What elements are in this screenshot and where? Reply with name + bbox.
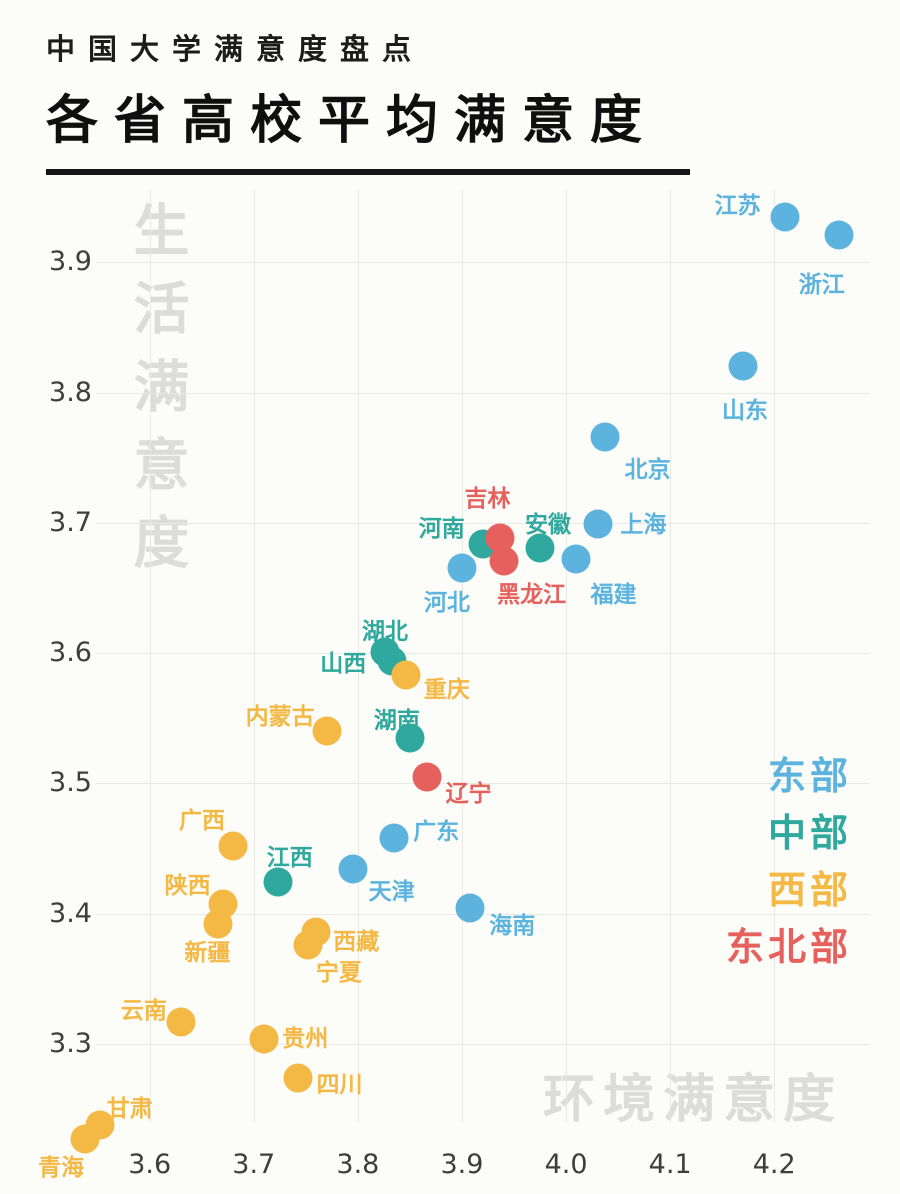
- point-label: 广东: [413, 819, 460, 845]
- point-label: 河北: [423, 590, 470, 617]
- scatter-point: [338, 854, 368, 884]
- point-label: 黑龙江: [497, 581, 567, 608]
- scatter-point: [728, 351, 758, 381]
- gridline-horizontal: [96, 522, 870, 524]
- scatter-point: [770, 202, 800, 232]
- scatter-point: [525, 533, 555, 563]
- y-axis-title: 生活满意度: [124, 201, 189, 591]
- scatter-point: [249, 1024, 279, 1054]
- scatter-point: [283, 1063, 312, 1093]
- point-label: 天津: [368, 879, 415, 906]
- scatter-point: [395, 723, 425, 753]
- scatter-point: [412, 762, 442, 792]
- gridline-horizontal: [96, 1043, 870, 1045]
- title-underline: [46, 169, 690, 175]
- scatter-point: [70, 1124, 100, 1154]
- point-label: 湖北: [361, 618, 408, 645]
- point-label: 四川: [316, 1071, 363, 1098]
- scatter-point: [590, 422, 620, 452]
- scatter-point: [583, 509, 613, 539]
- gridline-vertical: [149, 189, 151, 1123]
- x-tick-label: 4.1: [648, 1149, 692, 1180]
- point-label: 辽宁: [445, 780, 492, 807]
- y-tick-label: 3.8: [49, 376, 92, 408]
- point-label: 上海: [620, 512, 667, 539]
- point-label: 西藏: [333, 928, 380, 955]
- point-label: 湖南: [373, 707, 420, 734]
- scatter-point: [489, 546, 519, 576]
- y-tick-label: 3.9: [49, 246, 92, 278]
- x-axis-title: 环境满意度: [543, 1070, 844, 1130]
- point-label: 山东: [722, 398, 768, 425]
- y-tick-label: 3.5: [49, 767, 92, 799]
- legend: 东部中部西部东北部: [726, 748, 852, 976]
- point-label: 北京: [624, 456, 671, 483]
- scatter-point: [455, 893, 485, 923]
- scatter-point: [263, 867, 293, 897]
- page-title: 各省高校平均满意度: [46, 91, 659, 151]
- legend-item: 西部: [767, 868, 852, 912]
- point-label: 青海: [38, 1154, 85, 1181]
- y-tick-label: 3.3: [49, 1027, 92, 1059]
- gridline-vertical: [357, 189, 359, 1123]
- scatter-point: [293, 930, 323, 960]
- point-label: 贵州: [282, 1025, 329, 1052]
- scatter-point: [379, 823, 409, 853]
- scatter-point: [166, 1007, 196, 1037]
- gridline-vertical: [461, 189, 463, 1123]
- point-label: 河南: [418, 515, 465, 542]
- x-tick-label: 4.0: [544, 1149, 588, 1180]
- x-tick-label: 4.2: [752, 1149, 796, 1180]
- gridline-horizontal: [96, 262, 870, 264]
- legend-item: 中部: [767, 811, 852, 855]
- point-label: 广西: [178, 807, 225, 834]
- point-label: 甘肃: [106, 1095, 153, 1122]
- point-label: 吉林: [464, 486, 511, 513]
- y-tick-label: 3.7: [49, 506, 92, 538]
- gridline-vertical: [253, 189, 255, 1123]
- point-label: 云南: [120, 997, 167, 1024]
- kicker-text: 中国大学满意度盘点: [46, 32, 425, 66]
- scatter-point: [391, 660, 421, 690]
- x-tick-label: 3.7: [232, 1149, 276, 1180]
- scatter-point: [447, 553, 477, 583]
- y-tick-label: 3.4: [49, 897, 92, 929]
- point-label: 安徽: [525, 511, 572, 538]
- scatter-point: [561, 544, 591, 574]
- x-tick-label: 3.6: [128, 1149, 172, 1180]
- point-label: 浙江: [798, 271, 845, 298]
- gridline-horizontal: [96, 392, 870, 394]
- gridline-vertical: [670, 189, 672, 1123]
- legend-item: 东北部: [725, 925, 852, 969]
- point-label: 江西: [266, 845, 313, 872]
- gridline-vertical: [566, 189, 568, 1123]
- scatter-point: [203, 909, 233, 939]
- gridline-horizontal: [96, 783, 870, 785]
- x-tick-label: 3.9: [440, 1149, 484, 1180]
- gridline-vertical: [774, 189, 776, 1123]
- legend-item: 东部: [767, 754, 852, 798]
- point-label: 重庆: [423, 677, 470, 704]
- plot-area: 生活满意度 环境满意度 3.6 3.7 3.8 3.9 4.0 4.1 4.2 3.3 3.4 3…: [30, 175, 870, 1181]
- point-label: 山西: [320, 650, 367, 677]
- scatter-point: [824, 220, 854, 250]
- point-label: 福建: [590, 582, 637, 609]
- point-label: 新疆: [184, 939, 231, 966]
- point-label: 内蒙古: [245, 704, 315, 731]
- gridline-horizontal: [96, 653, 870, 655]
- point-label: 江苏: [714, 192, 761, 219]
- scatter-point: [218, 831, 248, 861]
- scatter-point: [312, 716, 342, 746]
- y-tick-label: 3.6: [49, 637, 92, 669]
- x-tick-label: 3.8: [336, 1149, 380, 1180]
- point-label: 海南: [489, 913, 536, 940]
- point-label: 宁夏: [315, 959, 362, 986]
- point-label: 陕西: [164, 873, 211, 900]
- header: 中国大学满意度盘点 各省高校平均满意度: [46, 26, 690, 175]
